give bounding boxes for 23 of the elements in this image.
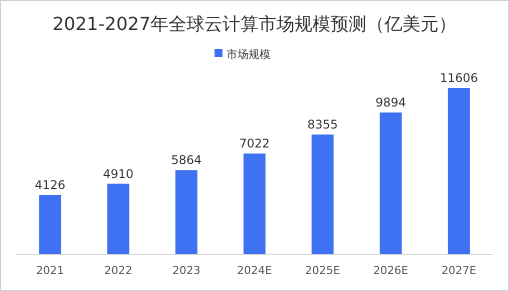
legend-label: 市场规模: [226, 48, 270, 61]
data-label: 5864: [171, 153, 202, 168]
data-label: 8355: [307, 118, 338, 132]
bar: [244, 154, 266, 254]
x-tick-label: 2026E: [373, 264, 408, 277]
x-tick-label: 2024E: [237, 264, 272, 277]
x-tick-label: 2023: [172, 264, 200, 277]
data-label: 4910: [102, 166, 134, 181]
x-tick-label: 2027E: [441, 264, 476, 277]
bar: [175, 170, 198, 254]
x-tick-label: 2021: [36, 264, 64, 277]
bar: [380, 112, 402, 254]
data-label: 4126: [34, 178, 66, 192]
bar: [312, 134, 334, 254]
bar: [107, 184, 130, 254]
x-tick-label: 2025E: [305, 264, 340, 277]
data-label: 7022: [239, 136, 270, 151]
x-tick-label: 2022: [104, 264, 132, 277]
bar: [39, 194, 62, 254]
bar: [448, 88, 470, 254]
data-label: 9894: [376, 95, 406, 110]
data-label: 11606: [440, 71, 478, 85]
chart-title: 2021-2027年全球云计算市场规模预测（亿美元）: [52, 14, 457, 35]
